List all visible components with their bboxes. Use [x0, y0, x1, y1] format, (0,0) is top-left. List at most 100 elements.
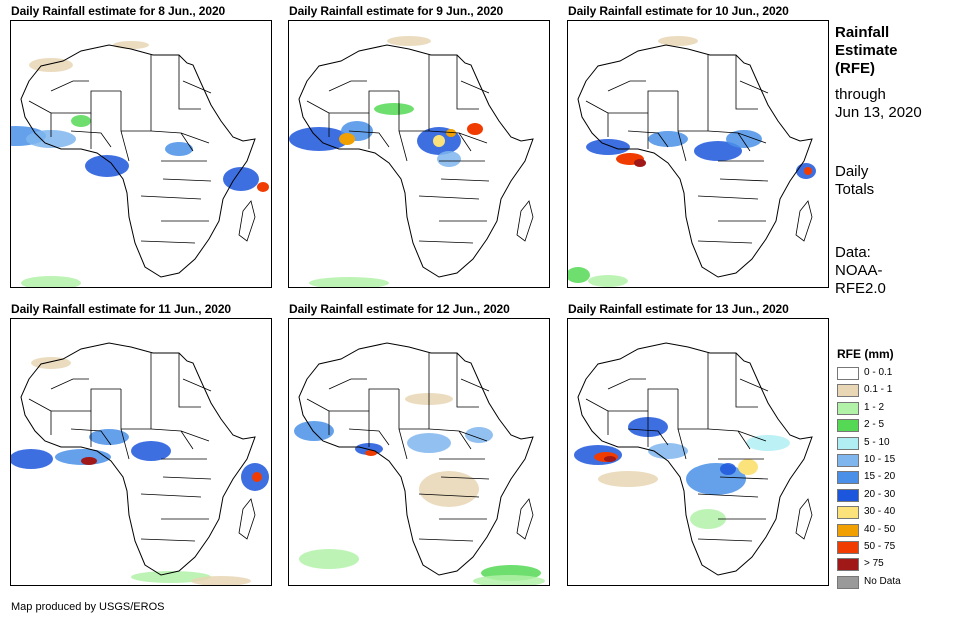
panel-title: Daily Rainfall estimate for 12 Jun., 202… — [289, 302, 510, 316]
country-border — [418, 240, 474, 244]
country-border — [180, 132, 210, 144]
rainfall-area — [113, 41, 149, 49]
country-border — [608, 388, 678, 412]
rainfall-area — [387, 36, 431, 46]
legend-label: 50 - 75 — [864, 540, 896, 552]
rainfall-area — [465, 427, 493, 443]
credit-footer: Map produced by USGS/EROS — [11, 601, 165, 613]
country-border — [440, 178, 490, 182]
country-border — [627, 428, 669, 446]
rainfall-area — [648, 131, 688, 147]
rainfall-area — [374, 103, 414, 115]
country-border — [737, 132, 767, 144]
madagascar-outline — [238, 200, 256, 242]
rainfall-area — [29, 58, 73, 72]
legend-swatch — [837, 367, 859, 380]
data-source-line: NOAA- — [835, 262, 883, 279]
legend-swatch — [837, 506, 859, 520]
country-border — [677, 389, 708, 430]
panel-title: Daily Rainfall estimate for 13 Jun., 202… — [568, 302, 789, 316]
map-panel-jun-08: Daily Rainfall estimate for 8 Jun., 2020 — [10, 4, 272, 288]
product-title-line: (RFE) — [835, 60, 875, 77]
rainfall-area — [89, 429, 129, 445]
rainfall-area — [473, 575, 545, 585]
country-border — [120, 130, 130, 162]
rainfall-area — [634, 159, 646, 167]
rainfall-area — [131, 441, 171, 461]
africa-coastline — [298, 342, 534, 576]
legend-label: 40 - 50 — [864, 523, 896, 535]
country-border — [162, 178, 212, 182]
country-border — [677, 91, 708, 132]
through-date-block: through Jun 13, 2020 — [835, 86, 922, 122]
legend-label: 15 - 20 — [864, 471, 896, 483]
legend-swatch — [837, 540, 859, 554]
country-border — [418, 195, 480, 200]
madagascar-outline — [238, 498, 256, 540]
rainfall-map — [10, 20, 272, 288]
rainfall-layer — [11, 357, 269, 585]
country-border — [607, 80, 646, 92]
country-border — [440, 476, 490, 480]
rainfall-layer — [11, 41, 269, 287]
country-border — [697, 240, 753, 244]
rainfall-area — [804, 167, 812, 175]
rainfall-area — [588, 275, 628, 287]
country-border — [739, 378, 769, 392]
country-border — [677, 130, 687, 162]
rainfall-area — [604, 456, 616, 462]
country-border — [70, 130, 112, 148]
rainfall-area — [738, 459, 758, 475]
legend-label: 0.1 - 1 — [864, 384, 893, 396]
rainfall-area — [21, 276, 81, 287]
rainfall-area — [467, 123, 483, 135]
rainfall-area — [191, 576, 251, 585]
rainfall-layer — [294, 393, 545, 585]
rainfall-area — [746, 435, 790, 451]
country-border — [329, 388, 399, 412]
africa-coastline — [20, 44, 256, 278]
legend-label: 0 - 0.1 — [864, 367, 893, 378]
totals-line: Totals — [835, 181, 875, 198]
country-border — [120, 91, 151, 132]
rainfall-area — [131, 571, 211, 583]
country-border — [697, 538, 753, 542]
legend-swatch — [837, 384, 859, 398]
madagascar-outline — [516, 200, 534, 242]
rainfall-area — [686, 463, 746, 495]
country-border — [739, 80, 769, 94]
country-border — [697, 493, 759, 498]
country-border — [737, 430, 767, 442]
country-border — [140, 240, 196, 244]
country-border — [328, 378, 367, 390]
map-panel-jun-10: Daily Rainfall estimate for 10 Jun., 202… — [567, 4, 829, 288]
country-border — [306, 100, 330, 137]
country-border — [719, 178, 769, 182]
rainfall-map — [288, 318, 550, 586]
rainfall-area — [71, 115, 91, 127]
country-border — [607, 378, 646, 390]
country-border — [719, 476, 769, 480]
legend-label: 5 - 10 — [864, 436, 890, 448]
country-border — [178, 55, 201, 110]
rainfall-area — [339, 133, 355, 145]
legend-swatch — [837, 523, 859, 537]
country-border — [418, 493, 480, 498]
country-border — [178, 353, 201, 408]
country-border — [70, 428, 112, 446]
panel-title: Daily Rainfall estimate for 11 Jun., 202… — [11, 302, 231, 316]
rainfall-area — [720, 463, 736, 475]
rainfall-area — [81, 457, 97, 465]
country-border — [51, 90, 121, 114]
rainfall-area — [252, 472, 262, 482]
rainfall-layer — [574, 417, 790, 529]
rainfall-area — [165, 142, 193, 156]
country-border — [348, 130, 390, 148]
country-border — [348, 428, 390, 446]
through-label: through — [835, 86, 886, 103]
country-border — [460, 378, 490, 392]
rainfall-layer — [568, 36, 816, 287]
product-title-line: Estimate — [835, 42, 898, 59]
legend-label: No Data — [864, 575, 901, 587]
rainfall-map — [567, 318, 829, 586]
